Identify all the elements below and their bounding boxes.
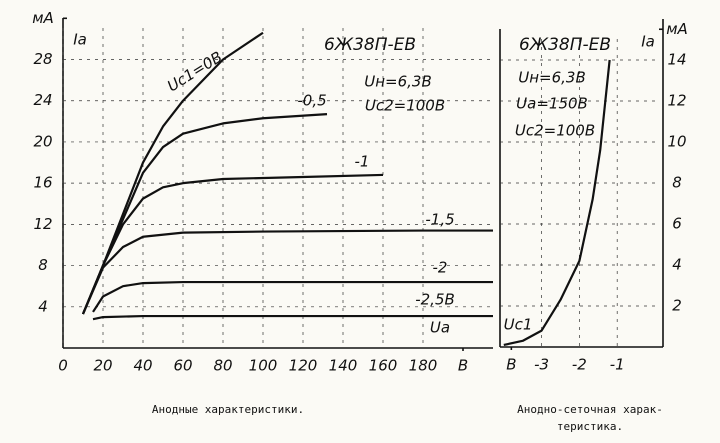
y-tick-label: 4 <box>672 256 682 274</box>
x-tick-label: В <box>458 357 468 375</box>
y-tick-label: 10 <box>667 133 686 151</box>
y-tick-label: 16 <box>33 174 52 192</box>
series-label: -0,5 <box>297 92 326 110</box>
x-tick-label: 180 <box>409 357 438 375</box>
annotation: Uа=150В <box>516 95 588 113</box>
annotation: Uс2=100В <box>515 122 595 140</box>
caption: Анодно-сеточная харак- <box>517 403 663 416</box>
y-tick-label: 12 <box>667 92 686 110</box>
x-tick-label: -1 <box>610 356 625 374</box>
annotation: Uс2=100В <box>365 97 445 115</box>
y-tick-label: мА <box>666 20 688 38</box>
y-tick-label: 8 <box>38 256 48 274</box>
y-axis-label: Iа <box>641 33 655 51</box>
x-tick-label: 40 <box>133 357 152 375</box>
x-tick-label: В <box>506 356 516 374</box>
y-tick-label: 28 <box>33 50 52 68</box>
x-axis-label: Uа <box>430 319 450 337</box>
y-tick-label: 20 <box>33 132 52 150</box>
y-tick-label: 24 <box>33 91 52 109</box>
series-label: -1 <box>355 153 370 171</box>
annotation: Uн=6,3В <box>364 73 432 91</box>
x-tick-label: 100 <box>249 357 278 375</box>
curve <box>81 173 384 315</box>
x-tick-label: 0 <box>58 357 68 375</box>
chart-title: 6Ж38П-ЕВ <box>324 35 416 55</box>
x-tick-label: 80 <box>213 357 232 375</box>
y-axis-label: Iа <box>73 31 87 49</box>
x-tick-label: -2 <box>572 356 587 374</box>
y-tick-label: 8 <box>672 174 682 192</box>
chart-title: 6Ж38П-ЕВ <box>519 35 611 55</box>
caption: Анодные характеристики. <box>152 403 304 416</box>
x-tick-label: 140 <box>329 357 358 375</box>
x-axis-label: Uс1 <box>504 316 533 334</box>
series-label: -1,5 <box>425 211 454 229</box>
x-tick-label: 160 <box>369 357 398 375</box>
curve <box>92 314 493 321</box>
y-tick-label: 2 <box>672 297 682 315</box>
y-tick-label: 12 <box>33 215 52 233</box>
y-tick-label: 4 <box>38 297 48 315</box>
x-tick-label: -3 <box>534 356 549 374</box>
curve <box>81 113 328 315</box>
curve <box>92 280 493 313</box>
y-tick-label: 6 <box>672 215 682 233</box>
y-tick-label: 14 <box>667 51 686 69</box>
curve <box>81 229 493 315</box>
x-tick-label: 20 <box>93 357 112 375</box>
series-label: -2,5В <box>415 291 455 309</box>
y-tick-label: мА <box>32 9 54 27</box>
x-tick-label: 120 <box>289 357 318 375</box>
series-label: -2 <box>433 259 448 277</box>
x-tick-label: 60 <box>173 357 192 375</box>
annotation: Uн=6,3В <box>518 69 586 87</box>
curve <box>503 59 611 347</box>
caption: теристика. <box>557 420 623 433</box>
